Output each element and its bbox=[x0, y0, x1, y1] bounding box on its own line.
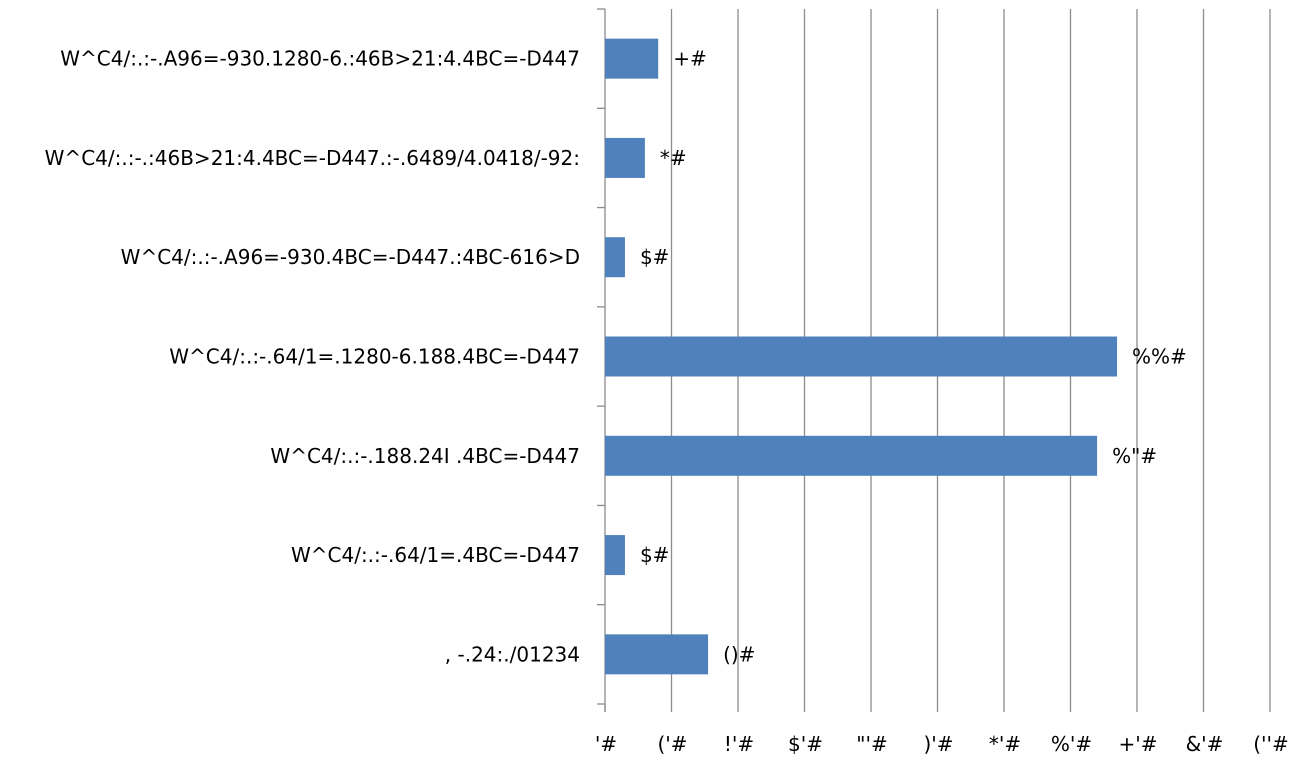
data-label: +# bbox=[673, 47, 707, 71]
category-label: W^C4/:.:-.188.24I .4BC=-D447 bbox=[270, 444, 580, 468]
x-tick-label: $'# bbox=[788, 732, 823, 756]
category-label: , -.24:./01234 bbox=[445, 642, 580, 666]
bar bbox=[605, 535, 625, 576]
data-label: *# bbox=[660, 146, 687, 170]
bar bbox=[605, 237, 625, 278]
data-label: ()# bbox=[723, 642, 755, 666]
category-label: W^C4/:.:-.A96=-930.4BC=-D447.:4BC-616>D bbox=[121, 245, 580, 269]
category-label: W^C4/:.:-.:46B>21:4.4BC=-D447.:-.6489/4.… bbox=[45, 146, 580, 170]
category-label: W^C4/:.:-.64/1=.4BC=-D447 bbox=[291, 543, 580, 567]
bar bbox=[605, 38, 659, 79]
bar bbox=[605, 435, 1098, 476]
x-tick-label: '# bbox=[595, 732, 617, 756]
bar bbox=[605, 137, 645, 178]
bar bbox=[605, 634, 709, 675]
x-tick-label: "'# bbox=[856, 732, 887, 756]
data-label: %%# bbox=[1132, 345, 1187, 369]
labels: '# ('# !'# $'# "'# )'# *'# %'# +'# &'# (''# W^C4/:.… bbox=[45, 47, 1289, 756]
data-label: $# bbox=[640, 543, 669, 567]
category-label: W^C4/:.:-.A96=-930.1280-6.:46B>21:4.4BC=… bbox=[60, 47, 580, 71]
bar bbox=[605, 336, 1118, 377]
x-tick-label: *'# bbox=[989, 732, 1021, 756]
x-tick-label: ('# bbox=[657, 732, 687, 756]
data-label: $# bbox=[640, 245, 669, 269]
bars bbox=[605, 38, 1118, 675]
x-tick-label: +'# bbox=[1118, 732, 1157, 756]
data-label: %"# bbox=[1112, 444, 1157, 468]
x-tick-label: )'# bbox=[923, 732, 953, 756]
x-tick-label: (''# bbox=[1253, 732, 1289, 756]
category-label: W^C4/:.:-.64/1=.1280-6.188.4BC=-D447 bbox=[169, 345, 580, 369]
x-tick-label: &'# bbox=[1186, 732, 1224, 756]
x-tick-label: !'# bbox=[724, 732, 754, 756]
x-tick-label: %'# bbox=[1051, 732, 1092, 756]
